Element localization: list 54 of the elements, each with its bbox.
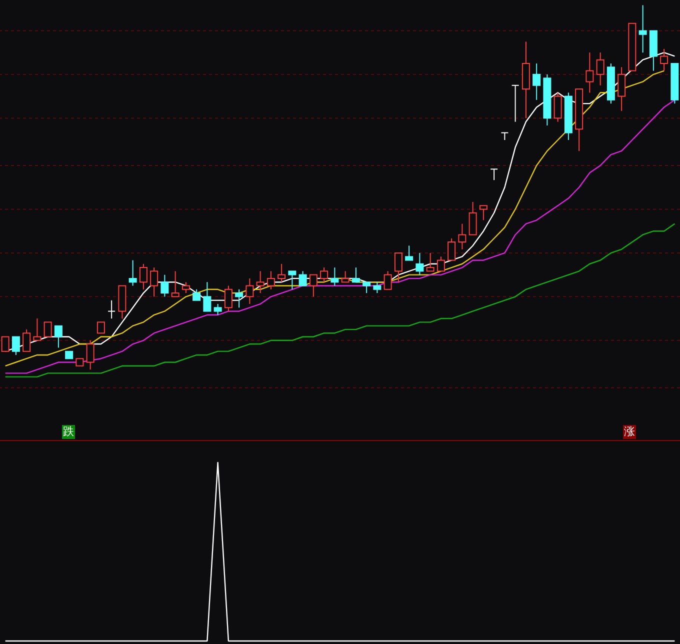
candlestick [12, 336, 20, 356]
candlestick [171, 270, 180, 298]
candlestick [214, 303, 222, 316]
candlestick [532, 62, 541, 100]
candlestick [341, 270, 350, 283]
candlestick [192, 288, 201, 301]
candlestick [33, 318, 42, 341]
candlestick [160, 274, 169, 298]
candlestick [309, 274, 318, 298]
candlestick [362, 282, 371, 294]
candlestick [416, 252, 424, 276]
candlestick [490, 168, 498, 181]
text: 涨 [623, 425, 636, 439]
candlestick [298, 270, 307, 286]
candlestick [246, 278, 254, 304]
candlestick [479, 205, 488, 221]
candlestick [86, 340, 94, 370]
candlestick [108, 300, 116, 320]
candlestick [235, 288, 244, 308]
candlestick [468, 201, 477, 236]
candlestick [150, 267, 158, 298]
candlestick [330, 267, 339, 286]
candlestick [256, 270, 264, 294]
candlestick [405, 245, 414, 261]
candlestick [638, 4, 647, 54]
candlestick [426, 252, 434, 272]
candlestick [352, 267, 360, 283]
text: 跌 [62, 425, 75, 439]
candlestick [139, 263, 148, 290]
candlestick [320, 267, 328, 283]
candlestick [586, 52, 594, 94]
candlestick [554, 92, 562, 122]
candlestick [54, 325, 62, 348]
candlestick [500, 132, 509, 141]
candlestick [182, 282, 190, 294]
candlestick [44, 322, 52, 338]
candlestick [384, 270, 392, 290]
candlestick [596, 52, 604, 86]
candlestick [448, 238, 456, 261]
candlestick [394, 252, 402, 283]
candlestick [96, 322, 105, 334]
candlestick [618, 66, 626, 112]
candlestick [128, 260, 137, 286]
candlestick [373, 282, 382, 294]
candlestick [203, 282, 212, 312]
candlestick [278, 263, 286, 283]
candlestick [266, 270, 275, 290]
candlestick [22, 328, 31, 352]
candlestick [660, 48, 668, 72]
candlestick [511, 84, 520, 122]
candlestick [436, 256, 445, 272]
candlestick [458, 223, 466, 250]
candlestick [288, 270, 296, 290]
candlestick [224, 285, 232, 312]
